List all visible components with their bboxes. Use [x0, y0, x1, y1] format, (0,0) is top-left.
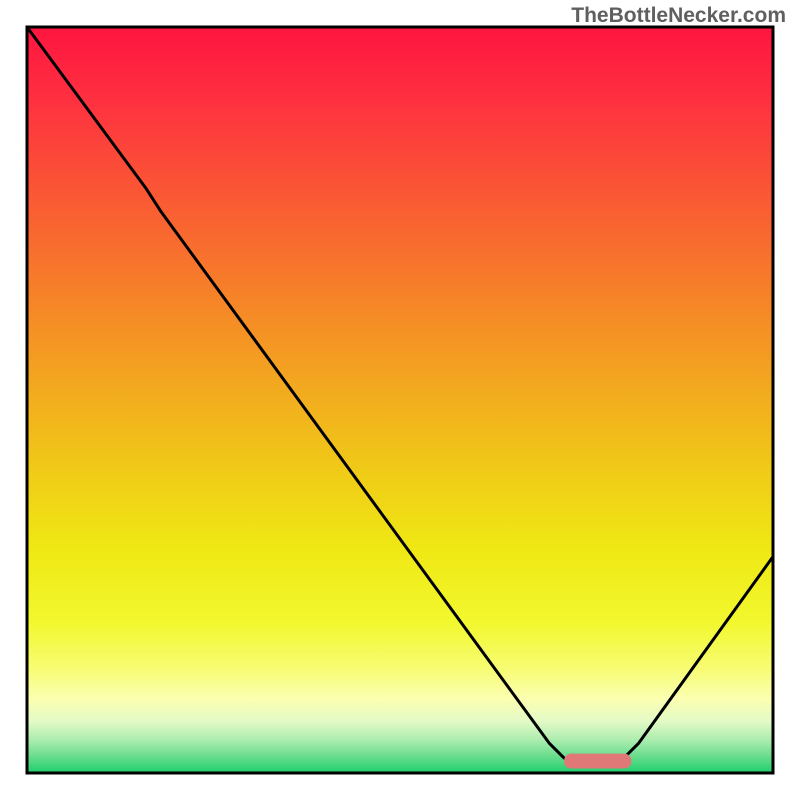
bottleneck-chart: TheBottleNecker.com [0, 0, 800, 800]
plot-background [27, 27, 773, 773]
chart-svg [0, 0, 800, 800]
watermark-text: TheBottleNecker.com [571, 4, 786, 28]
optimal-marker [564, 754, 631, 769]
